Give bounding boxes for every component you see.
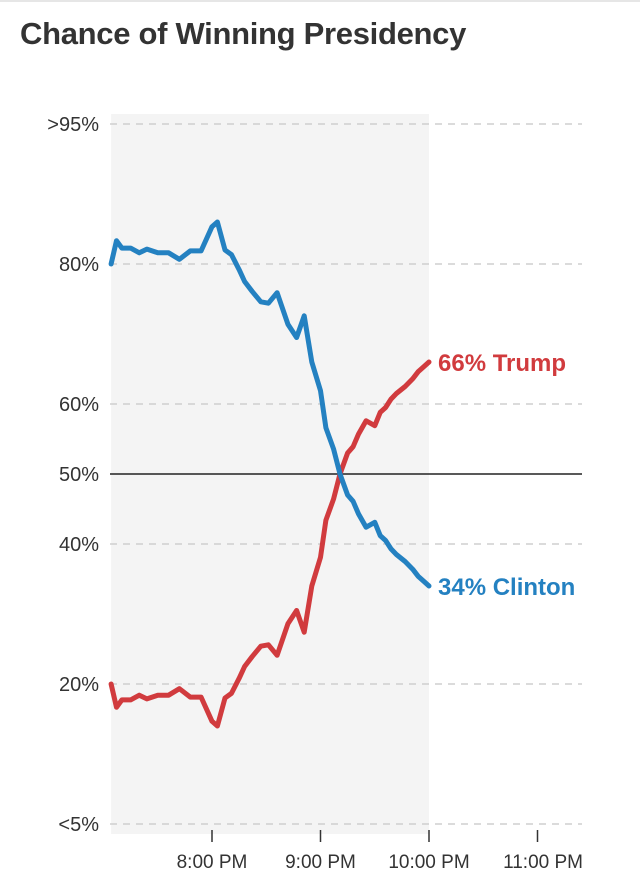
y-tick-label: 60%	[59, 394, 99, 416]
series-line-trump	[108, 359, 432, 729]
x-tick-label: 10:00 PM	[388, 852, 469, 873]
y-tick-label: >95%	[47, 114, 99, 136]
series-line-clinton	[108, 219, 432, 589]
y-tick-label: 50%	[59, 464, 99, 486]
y-tick-label: <5%	[58, 814, 99, 836]
x-tick-label: 8:00 PM	[177, 852, 248, 873]
x-tick-label: 9:00 PM	[285, 852, 356, 873]
x-tick-label: 11:00 PM	[503, 852, 583, 873]
chart-title: Chance of Winning Presidency	[20, 16, 467, 51]
end-label-trump: 66% Trump	[438, 350, 566, 377]
end-label-clinton: 34% Clinton	[438, 574, 575, 601]
y-tick-label: 20%	[59, 674, 99, 696]
y-tick-label: 80%	[59, 254, 99, 276]
y-tick-label: 40%	[59, 534, 99, 556]
top-rule	[0, 0, 640, 2]
